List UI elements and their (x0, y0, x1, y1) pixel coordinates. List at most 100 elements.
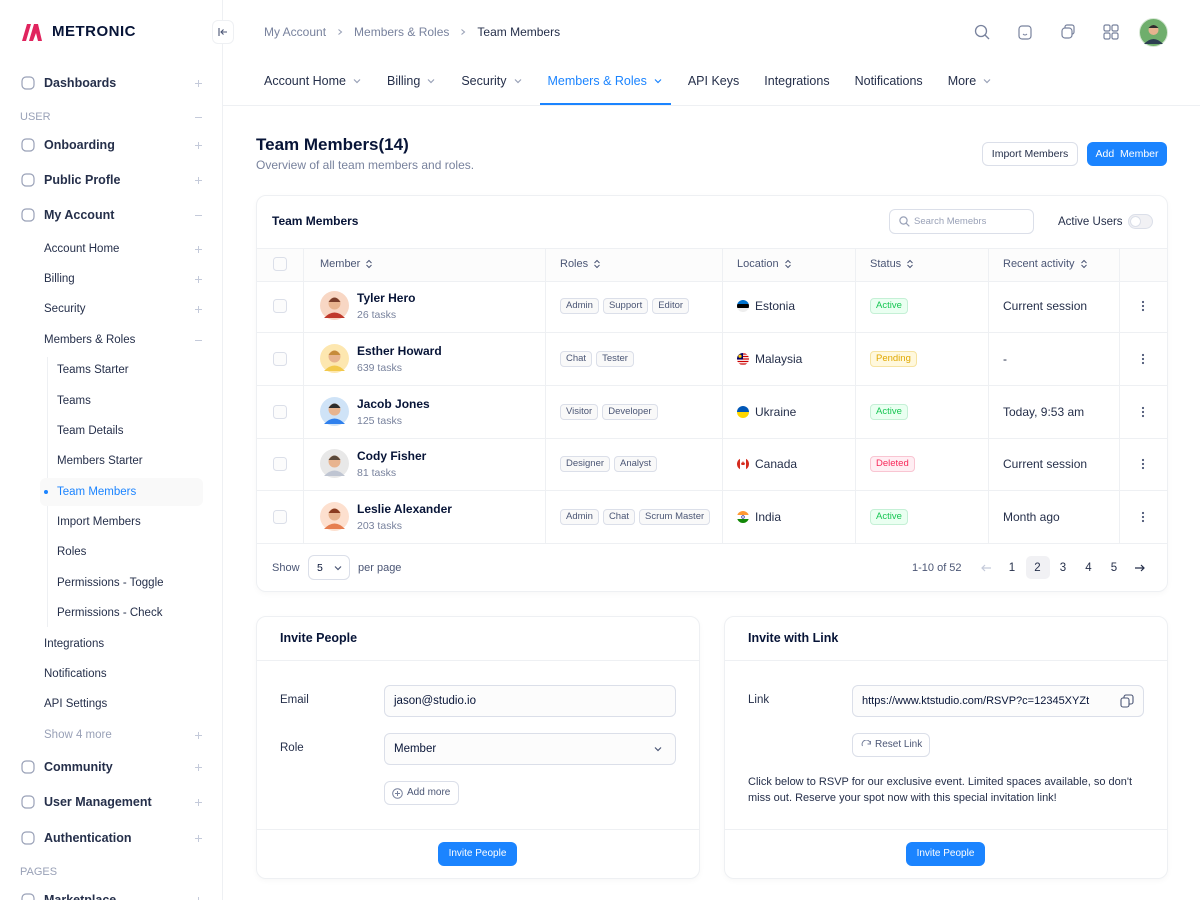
menu-item[interactable]: Integrations (44, 638, 105, 650)
invite-button[interactable]: Invite People (438, 842, 517, 866)
icon-part (1141, 353, 1145, 356)
menu-item[interactable]: PAGES (20, 866, 58, 878)
checkbox[interactable] (273, 257, 287, 271)
menu-item[interactable]: USER (20, 111, 51, 123)
checkbox[interactable] (273, 404, 287, 419)
row-menu[interactable] (1141, 300, 1145, 312)
tab-label: More (947, 74, 977, 88)
tab[interactable]: Members & Roles (539, 72, 671, 105)
icon-part (273, 404, 287, 419)
checkbox[interactable] (273, 299, 287, 313)
page-number[interactable]: 2 (1025, 556, 1050, 579)
import-button[interactable]: Import Members (982, 142, 1078, 166)
tab-chevron (352, 76, 362, 86)
search-input[interactable]: Search Memebrs (889, 209, 1034, 234)
menu-item[interactable]: Authentication (44, 831, 132, 845)
row-menu[interactable] (1141, 353, 1145, 365)
prev-page[interactable] (980, 563, 992, 573)
menu-item[interactable]: Public Profle (44, 173, 121, 187)
icon-part (328, 403, 341, 408)
menu-item[interactable]: Notifications (44, 668, 107, 680)
collapse-button[interactable] (212, 20, 234, 44)
tab[interactable]: Integrations (764, 72, 829, 90)
checkbox[interactable] (273, 457, 287, 472)
page-number[interactable]: 4 (1085, 561, 1092, 574)
row-menu[interactable] (1141, 511, 1145, 523)
menu-item[interactable]: Account Home (44, 243, 120, 255)
column-header[interactable]: Roles (560, 255, 601, 273)
header-icon[interactable] (1016, 23, 1034, 41)
menu-item[interactable]: Show 4 more (44, 729, 112, 741)
menu-item[interactable]: Import Members (57, 516, 141, 528)
menu-item[interactable]: Security (44, 303, 86, 315)
column-header[interactable]: Location (737, 255, 792, 273)
menu-item[interactable]: User Management (44, 795, 152, 809)
row-menu[interactable] (1141, 406, 1145, 418)
tab[interactable]: Account Home (264, 72, 362, 90)
member-name[interactable]: Jacob Jones (357, 396, 430, 411)
column-header[interactable]: Status (870, 255, 914, 273)
page-number[interactable]: 1 (1008, 561, 1016, 574)
menu-item[interactable]: Teams Starter (57, 364, 129, 376)
menu-item[interactable]: API Settings (44, 698, 108, 710)
row-divider (257, 384, 1167, 386)
menu-item[interactable]: Community (44, 760, 113, 774)
icon-part (737, 300, 749, 312)
tab[interactable]: Security (461, 72, 522, 90)
row-menu[interactable] (1141, 458, 1145, 470)
input[interactable]: Member (384, 733, 676, 765)
member-name[interactable]: Tyler Hero (357, 291, 416, 305)
tab[interactable]: More (948, 72, 992, 90)
breadcrumb-item[interactable]: My Account (264, 25, 327, 39)
tab[interactable]: Notifications (855, 72, 923, 90)
copy-icon[interactable] (1120, 694, 1134, 708)
menu-item[interactable]: Roles (57, 546, 87, 558)
menu-item[interactable]: Team Details (57, 425, 124, 437)
page-number[interactable]: 5 (1110, 561, 1118, 574)
header-icon[interactable] (973, 23, 991, 41)
menu-item[interactable]: Permissions - Toggle (57, 577, 164, 589)
card-divider (725, 829, 1167, 830)
icon-part (737, 511, 749, 524)
status-badge: Pending (870, 350, 917, 367)
menu-item[interactable]: Permissions - Check (57, 607, 163, 619)
menu-item[interactable]: My Account (44, 208, 115, 222)
input[interactable]: jason@studio.io (384, 685, 676, 717)
icon-part (21, 208, 35, 222)
menu-item[interactable]: Members & Roles (44, 334, 136, 346)
menu-item[interactable]: Dashboards (44, 76, 117, 90)
menu-indicator (194, 834, 203, 843)
member-name[interactable]: Cody Fisher (357, 449, 427, 464)
menu-item[interactable]: Team Members (57, 486, 137, 498)
member-name[interactable]: Leslie Alexander (357, 502, 452, 517)
per-page-select[interactable]: 5 (308, 555, 350, 580)
menu-item[interactable]: Teams (57, 395, 91, 407)
header-icon[interactable] (1102, 23, 1120, 41)
toggle[interactable] (1128, 214, 1153, 229)
column-header[interactable]: Recent activity (1003, 255, 1088, 273)
tab[interactable]: Billing (387, 72, 436, 90)
add-more-button[interactable]: Add more (384, 781, 459, 805)
header-icon[interactable] (1059, 23, 1077, 41)
menu-item[interactable]: Marketplace (44, 893, 117, 900)
logo-mark (20, 23, 44, 42)
tab-label: Notifications (854, 74, 923, 88)
page-number[interactable]: 3 (1059, 561, 1067, 574)
checkbox[interactable] (273, 510, 287, 525)
member-name[interactable]: Esther Howard (357, 343, 442, 358)
recent-activity: Current session (1003, 457, 1088, 472)
tab[interactable]: API Keys (688, 72, 739, 90)
user-avatar[interactable] (1139, 18, 1168, 47)
icon-part (1103, 24, 1111, 32)
input[interactable]: https://www.ktstudio.com/RSVP?c=12345XYZ… (852, 685, 1144, 717)
next-page[interactable] (1134, 563, 1146, 573)
column-header[interactable]: Member (320, 255, 373, 273)
reset-link-button[interactable]: Reset Link (852, 733, 930, 757)
add-button[interactable]: Add Member (1087, 142, 1167, 166)
menu-item[interactable]: Billing (44, 273, 75, 285)
checkbox[interactable] (273, 351, 287, 366)
breadcrumb-item[interactable]: Members & Roles (354, 25, 450, 39)
menu-item[interactable]: Onboarding (44, 138, 115, 152)
menu-item[interactable]: Members Starter (57, 455, 143, 467)
invite-button[interactable]: Invite People (906, 842, 985, 866)
